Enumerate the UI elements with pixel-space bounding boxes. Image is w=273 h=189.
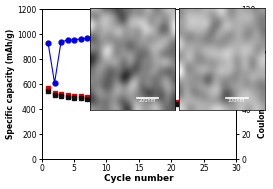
Y-axis label: Specific capacity (mAh/g): Specific capacity (mAh/g) bbox=[5, 29, 14, 139]
Text: 200nm: 200nm bbox=[139, 98, 156, 104]
Y-axis label: Coulombic efficiency (%): Coulombic efficiency (%) bbox=[259, 30, 268, 138]
Text: 100nm: 100nm bbox=[228, 98, 245, 104]
X-axis label: Cycle number: Cycle number bbox=[104, 174, 174, 184]
